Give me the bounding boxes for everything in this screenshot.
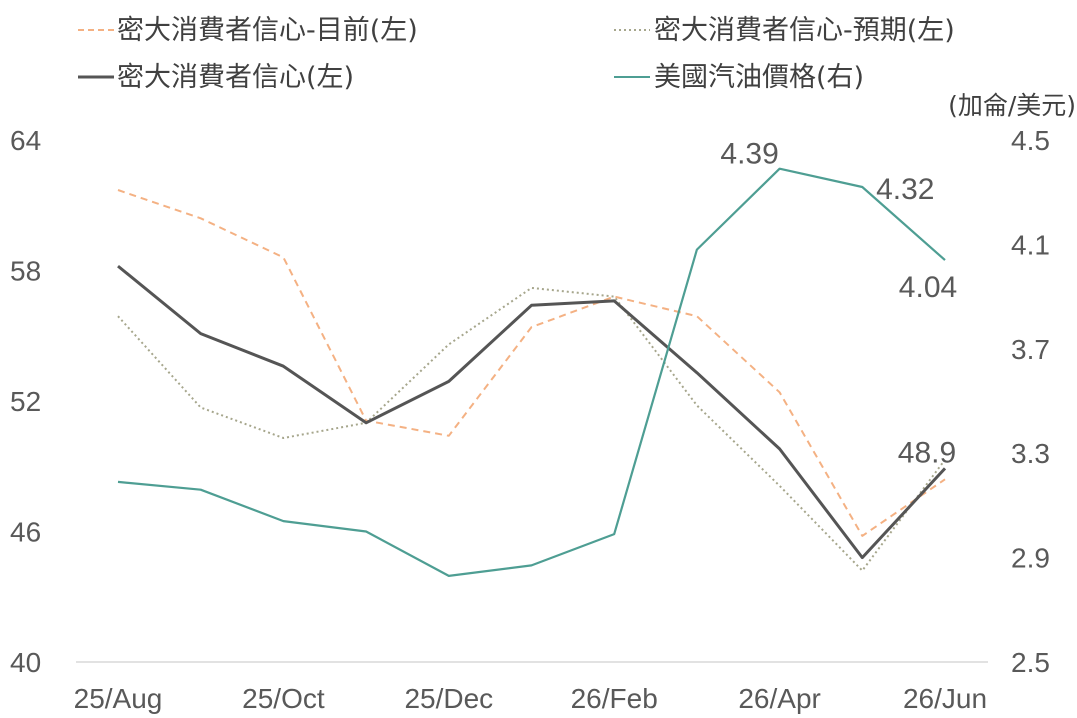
x-tick-label: 25/Aug <box>74 683 163 714</box>
legend-item-current: 密大消費者信心-目前(左) <box>78 15 418 46</box>
right-tick-label: 3.7 <box>1011 334 1050 365</box>
legend-item-sentiment: 密大消費者信心(左) <box>78 62 354 93</box>
legend-label-gasoline: 美國汽油價格(右) <box>654 62 864 93</box>
legend-label-sentiment: 密大消費者信心(左) <box>117 62 354 93</box>
data-label: 4.32 <box>876 173 934 206</box>
right-tick-label: 3.3 <box>1011 438 1050 469</box>
legend-label-expectations: 密大消費者信心-預期(左) <box>654 15 955 46</box>
x-axis: 25/Aug 25/Oct 25/Dec 26/Feb 26/Apr 26/Jun <box>74 683 987 714</box>
legend-item-expectations: 密大消費者信心-預期(左) <box>614 15 955 46</box>
right-tick-label: 2.5 <box>1011 647 1050 678</box>
data-label: 48.9 <box>898 436 956 469</box>
x-tick-label: 26/Jun <box>903 683 987 714</box>
data-label: 4.39 <box>720 138 778 171</box>
left-tick-label: 46 <box>10 517 41 548</box>
series-lines <box>117 167 947 578</box>
series-line-sentiment <box>117 264 947 560</box>
x-tick-label: 26/Apr <box>738 683 821 714</box>
right-tick-label: 4.5 <box>1011 125 1050 156</box>
x-tick-label: 25/Oct <box>242 683 325 714</box>
series-line-current <box>117 189 946 537</box>
right-axis: 4.5 4.1 3.7 3.3 2.9 2.5 <box>1011 125 1050 678</box>
left-tick-label: 64 <box>10 125 41 156</box>
left-axis: 64 58 52 46 40 <box>10 125 41 678</box>
legend: 密大消費者信心-目前(左) 密大消費者信心-預期(左) 密大消費者信心(左) 美… <box>78 15 955 93</box>
data-labels: 4.39 4.32 4.04 48.9 <box>720 138 957 470</box>
right-axis-unit: (加侖/美元) <box>948 91 1076 120</box>
x-tick-label: 26/Feb <box>571 683 658 714</box>
series-line-expectations <box>117 286 946 572</box>
series-line-gasoline <box>117 167 946 578</box>
right-tick-label: 2.9 <box>1011 543 1050 574</box>
right-tick-label: 4.1 <box>1011 229 1050 260</box>
left-tick-label: 52 <box>10 386 41 417</box>
x-tick-label: 25/Dec <box>404 683 493 714</box>
legend-label-current: 密大消費者信心-目前(左) <box>117 15 418 46</box>
data-label: 4.04 <box>899 271 957 304</box>
legend-item-gasoline: 美國汽油價格(右) <box>614 62 864 93</box>
left-tick-label: 40 <box>10 647 41 678</box>
left-tick-label: 58 <box>10 256 41 287</box>
